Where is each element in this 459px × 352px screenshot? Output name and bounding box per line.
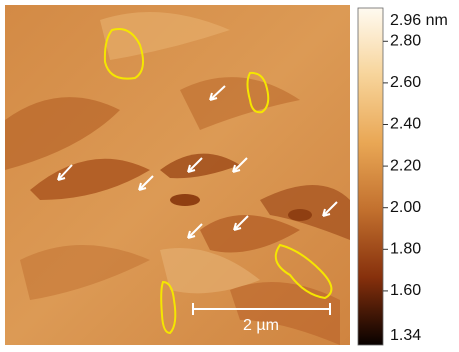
tick-label: 1.60: [390, 282, 421, 299]
scale-bar-label: 2 µm: [243, 317, 279, 334]
tick-label: 2.60: [390, 74, 421, 91]
tick-label: 2.00: [390, 199, 421, 216]
colorbar-ticks: 2.80 2.60 2.40 2.20 2.00 1.80 1.60 2.96 nm 1.34: [383, 12, 448, 344]
tick-label: 2.40: [390, 116, 421, 133]
tick-label: 2.20: [390, 157, 421, 174]
tick-label: 1.80: [390, 241, 421, 258]
colorbar: [358, 8, 383, 345]
colorbar-max-label: 2.96 nm: [390, 12, 448, 29]
colorbar-min-label: 1.34: [390, 327, 421, 344]
afm-image: 2 µm: [5, 5, 350, 345]
tick-label: 2.80: [390, 33, 421, 50]
figure: 2 µm 2.80 2.60 2.40 2.20 2.00 1.80 1.60 2.96 nm…: [0, 0, 459, 347]
